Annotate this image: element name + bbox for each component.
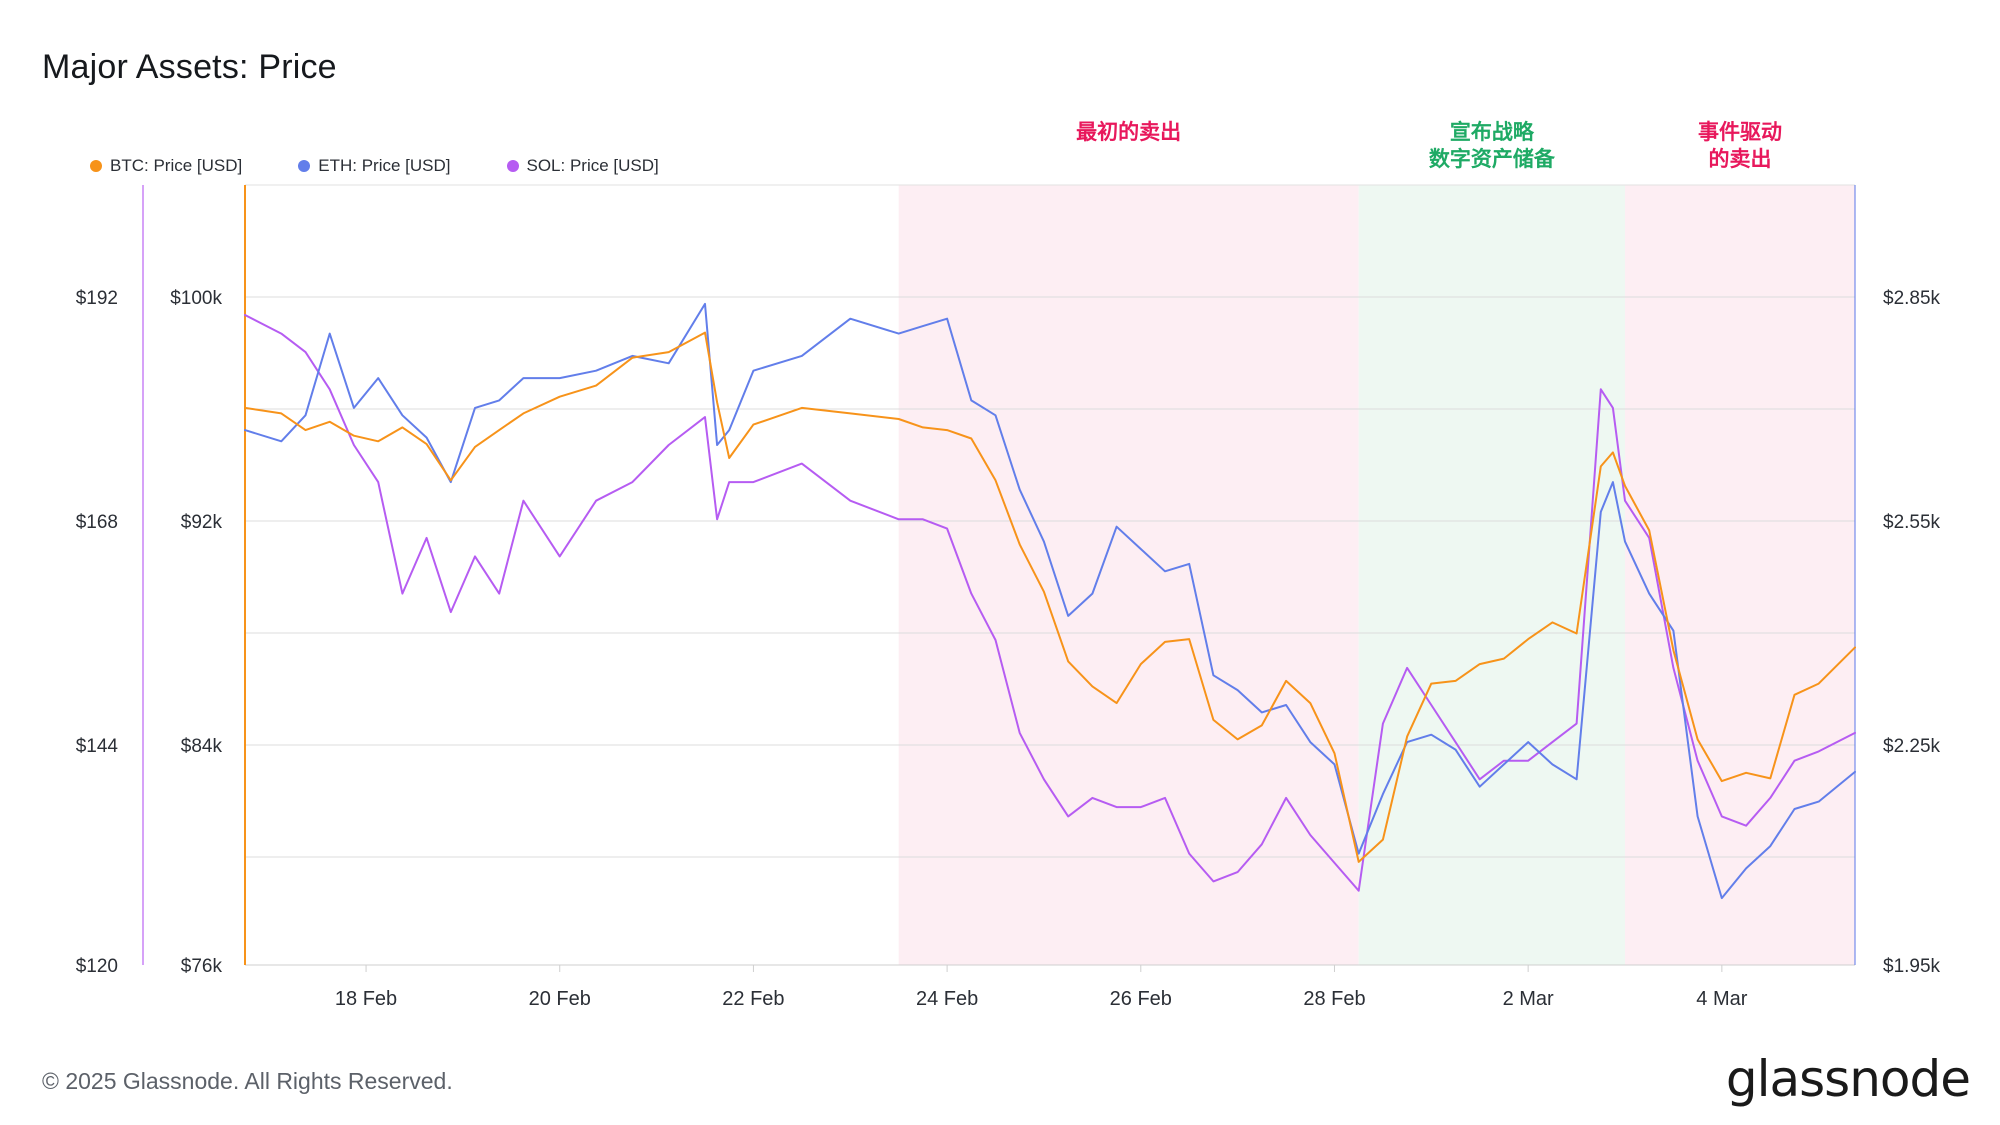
eth-price-line — [244, 302, 1856, 900]
x-tick-label-8: 4 Mar — [1696, 988, 1747, 1010]
legend: BTC: Price [USD] ETH: Price [USD] SOL: P… — [90, 156, 659, 176]
legend-label-btc: BTC: Price [USD] — [110, 156, 243, 175]
legend-label-eth: ETH: Price [USD] — [318, 156, 451, 175]
x-tick-label-4: 24 Feb — [916, 988, 978, 1010]
btc-axis-tick-4: $76k — [181, 956, 223, 977]
btc-price-line — [244, 331, 1856, 863]
eth-dot-icon — [298, 160, 311, 172]
annotation-label-2-1: 宣布战略 — [1450, 120, 1535, 144]
eth-axis-tick-1: $2.85k — [1883, 288, 1941, 309]
annotation-band-3 — [1625, 185, 1855, 965]
btc-axis-tick-1: $100k — [170, 288, 222, 309]
eth-axis-tick-3: $2.25k — [1883, 736, 1941, 757]
annotation-band-1 — [898, 185, 1359, 965]
sol-price-line — [244, 314, 1856, 892]
btc-dot-icon — [90, 160, 102, 172]
btc-axis-tick-3: $84k — [181, 736, 223, 757]
eth-axis-tick-4: $1.95k — [1883, 956, 1941, 977]
x-tick-label-6: 28 Feb — [1303, 988, 1365, 1010]
sol-axis-tick-2: $168 — [76, 512, 118, 533]
legend-item-eth[interactable]: ETH: Price [USD] — [298, 156, 451, 176]
eth-axis-tick-2: $2.55k — [1883, 512, 1941, 533]
x-tick-label-7: 2 Mar — [1503, 988, 1554, 1010]
sol-dot-icon — [506, 160, 519, 172]
x-tick-label-5: 26 Feb — [1110, 988, 1172, 1010]
annotation-label-3-1: 事件驱动 — [1698, 120, 1782, 144]
annotation-label-1-1: 最初的卖出 — [1076, 120, 1181, 144]
sol-axis-tick-1: $192 — [76, 288, 118, 309]
glassnode-logo: glassnode — [1725, 1050, 1971, 1108]
sol-axis-tick-3: $144 — [76, 736, 119, 757]
btc-axis-tick-2: $92k — [181, 512, 223, 533]
x-tick-label-3: 22 Feb — [722, 988, 784, 1010]
x-tick-label-2: 20 Feb — [529, 988, 591, 1010]
copyright-footer: © 2025 Glassnode. All Rights Reserved. — [42, 1068, 453, 1094]
annotation-label-2-2: 数字资产储备 — [1429, 147, 1556, 171]
annotation-band-2 — [1358, 185, 1625, 965]
sol-axis-tick-4: $120 — [76, 956, 118, 977]
legend-item-btc[interactable]: BTC: Price [USD] — [90, 156, 242, 176]
annotation-label-3-2: 的卖出 — [1709, 147, 1772, 171]
legend-item-sol[interactable]: SOL: Price [USD] — [506, 156, 659, 176]
x-tick-label-1: 18 Feb — [335, 988, 397, 1010]
chart-title: Major Assets: Price — [42, 48, 337, 86]
legend-label-sol: SOL: Price [USD] — [526, 156, 659, 175]
